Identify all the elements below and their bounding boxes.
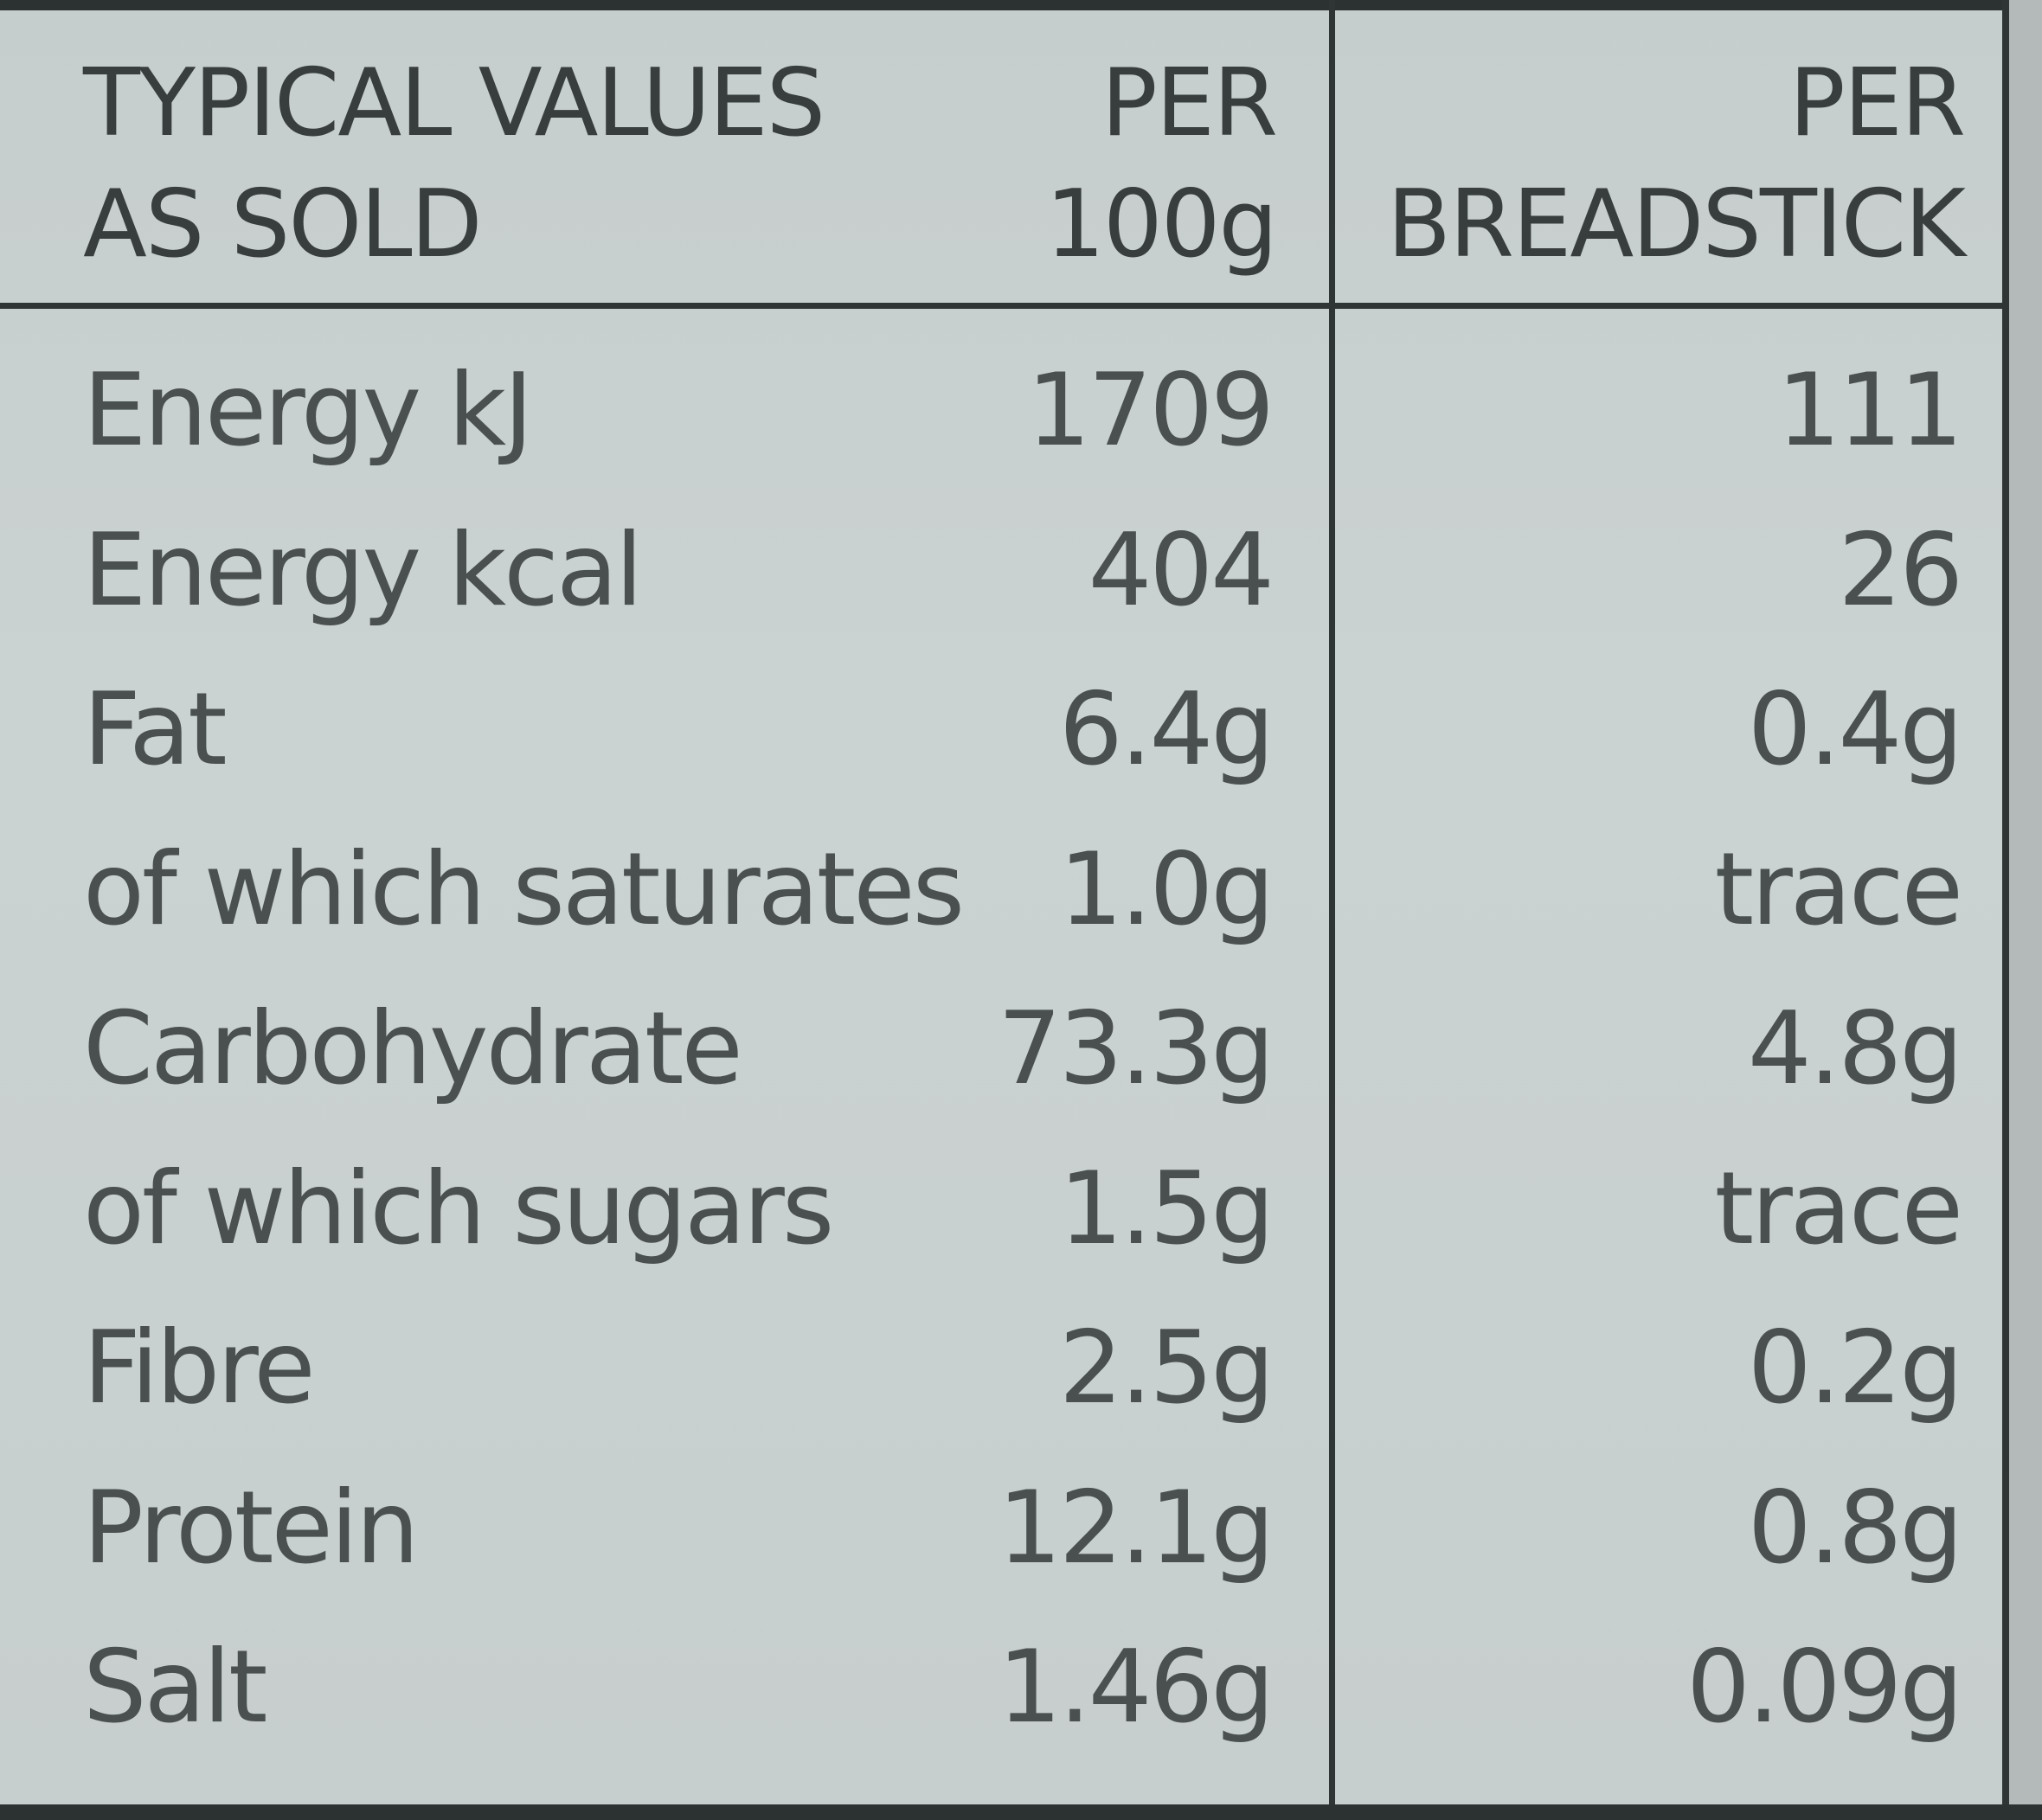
nutrition-rows: Energy kJ 1709 111 Energy kcal 404 26 Fa… bbox=[0, 346, 2002, 1783]
top-border bbox=[0, 0, 2042, 10]
value-per-100g: 1.0g bbox=[1058, 830, 1275, 948]
value-per-100g: 12.1g bbox=[998, 1469, 1275, 1586]
header-per-breadstick-line1: PER bbox=[1788, 49, 1966, 157]
header-label: TYPICAL VALUES AS SOLD bbox=[83, 43, 825, 285]
value-per-100g: 1.5g bbox=[1058, 1150, 1275, 1267]
nutrient-name: Protein bbox=[83, 1469, 420, 1586]
table-row: Energy kJ 1709 111 bbox=[0, 346, 2002, 506]
header-divider bbox=[0, 303, 2016, 309]
table-row: Protein 12.1g 0.8g bbox=[0, 1464, 2002, 1624]
header-label-line1: TYPICAL VALUES bbox=[83, 49, 825, 157]
package-edge bbox=[2009, 0, 2042, 1820]
nutrient-name: Energy kcal bbox=[83, 511, 643, 629]
value-per-100g: 6.4g bbox=[1058, 671, 1275, 788]
value-per-breadstick: 0.2g bbox=[1747, 1310, 1963, 1426]
value-per-breadstick: 111 bbox=[1776, 352, 1963, 469]
table-row: of which saturates 1.0g trace bbox=[0, 825, 2002, 985]
bottom-border bbox=[0, 1804, 2042, 1820]
value-per-breadstick: 0.09g bbox=[1686, 1629, 1963, 1746]
column-divider bbox=[1329, 0, 1335, 1808]
table-row: Energy kcal 404 26 bbox=[0, 506, 2002, 666]
header-per-100g-line1: PER bbox=[1101, 49, 1278, 157]
right-border bbox=[2002, 0, 2009, 1808]
value-per-100g: 1.46g bbox=[998, 1629, 1275, 1746]
nutrient-name: Fat bbox=[83, 671, 228, 788]
table-row: Carbohydrate 73.3g 4.8g bbox=[0, 984, 2002, 1144]
value-per-breadstick: 0.4g bbox=[1747, 671, 1963, 788]
nutrient-name: Fibre bbox=[83, 1310, 316, 1426]
table-row: Fat 6.4g 0.4g bbox=[0, 665, 2002, 825]
value-per-breadstick: 26 bbox=[1838, 511, 1963, 629]
nutrient-name: Carbohydrate bbox=[83, 990, 743, 1107]
value-per-100g: 73.3g bbox=[998, 990, 1275, 1107]
value-per-100g: 2.5g bbox=[1058, 1310, 1275, 1426]
table-row: of which sugars 1.5g trace bbox=[0, 1144, 2002, 1304]
nutrient-name: of which saturates bbox=[83, 830, 965, 948]
value-per-breadstick: trace bbox=[1714, 830, 1963, 948]
nutrient-name: Salt bbox=[83, 1629, 267, 1746]
nutrient-name: of which sugars bbox=[83, 1150, 834, 1267]
header-per-breadstick-line2: BREADSTICK bbox=[1386, 170, 1966, 279]
nutrient-name: Energy kJ bbox=[83, 352, 533, 469]
header-label-line2: AS SOLD bbox=[83, 170, 483, 279]
table-row: Fibre 2.5g 0.2g bbox=[0, 1304, 2002, 1464]
table-row: Salt 1.46g 0.09g bbox=[0, 1623, 2002, 1783]
value-per-breadstick: 4.8g bbox=[1747, 990, 1963, 1107]
value-per-breadstick: trace bbox=[1714, 1150, 1963, 1267]
value-per-100g: 1709 bbox=[1026, 352, 1275, 469]
value-per-breadstick: 0.8g bbox=[1747, 1469, 1963, 1586]
header-per-100g: PER 100g bbox=[1045, 43, 1278, 285]
value-per-100g: 404 bbox=[1088, 511, 1275, 629]
header-per-100g-line2: 100g bbox=[1045, 170, 1278, 279]
header-per-breadstick: PER BREADSTICK bbox=[1386, 43, 1966, 285]
